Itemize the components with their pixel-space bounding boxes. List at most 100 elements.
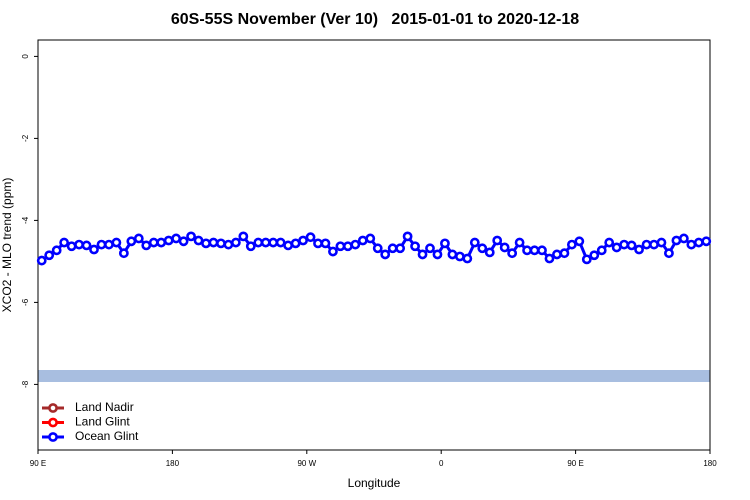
plot-frame bbox=[37, 39, 711, 451]
data-point bbox=[693, 237, 704, 248]
data-point bbox=[74, 239, 84, 250]
data-point bbox=[462, 253, 473, 264]
data-point bbox=[447, 249, 458, 260]
data-point bbox=[522, 245, 532, 256]
data-point bbox=[395, 243, 406, 254]
y-tick-label: -4 bbox=[21, 216, 30, 224]
data-point bbox=[238, 231, 249, 242]
x-axis-label: Longitude bbox=[348, 476, 401, 490]
data-point bbox=[66, 241, 77, 252]
data-point bbox=[440, 238, 450, 249]
data-point bbox=[387, 243, 398, 254]
data-point bbox=[619, 239, 630, 250]
data-point bbox=[96, 239, 107, 250]
x-tick-label: 90 E bbox=[567, 459, 583, 468]
data-point bbox=[342, 241, 353, 252]
legend-marker bbox=[48, 403, 58, 413]
data-point bbox=[671, 235, 682, 246]
data-point bbox=[365, 233, 376, 244]
data-point bbox=[469, 237, 480, 248]
chart-title: 60S-55S November (Ver 10) 2015-01-01 to … bbox=[171, 11, 579, 28]
data-point bbox=[507, 248, 518, 259]
data-point bbox=[350, 239, 361, 250]
data-point bbox=[537, 245, 547, 256]
data-point bbox=[611, 242, 622, 253]
x-tick-label: 90 E bbox=[30, 459, 46, 468]
data-point bbox=[484, 247, 495, 258]
data-point bbox=[559, 248, 570, 259]
data-point bbox=[417, 249, 428, 260]
data-point bbox=[245, 241, 256, 252]
data-point bbox=[626, 240, 637, 251]
data-point bbox=[268, 237, 279, 248]
legend-label: Land Glint bbox=[75, 415, 130, 429]
data-point bbox=[223, 239, 234, 250]
data-point bbox=[260, 237, 271, 248]
data-point bbox=[81, 240, 92, 251]
data-point bbox=[328, 246, 338, 257]
coverage-band bbox=[38, 370, 710, 382]
data-point bbox=[574, 236, 585, 247]
data-point bbox=[320, 238, 331, 249]
data-point bbox=[566, 239, 577, 250]
x-tick-label: 180 bbox=[166, 459, 180, 468]
y-tick-label: -2 bbox=[21, 134, 30, 142]
data-point bbox=[649, 239, 659, 250]
data-point bbox=[410, 241, 420, 252]
legend-label: Ocean Glint bbox=[75, 429, 139, 443]
data-point bbox=[283, 240, 294, 251]
data-point bbox=[529, 245, 540, 256]
data-point bbox=[641, 239, 652, 250]
legend-marker bbox=[48, 432, 58, 442]
data-point bbox=[313, 238, 323, 249]
data-point bbox=[499, 242, 510, 253]
data-point bbox=[544, 253, 555, 264]
data-point bbox=[230, 237, 241, 248]
y-axis-label: XCO2 - MLO trend (ppm) bbox=[0, 178, 14, 313]
data-point bbox=[51, 245, 62, 256]
data-point bbox=[664, 248, 674, 259]
data-point bbox=[186, 231, 196, 242]
data-point bbox=[357, 235, 368, 246]
data-point bbox=[372, 243, 383, 254]
legend-marker bbox=[48, 417, 58, 428]
data-point bbox=[305, 232, 316, 243]
data-point bbox=[44, 250, 55, 261]
data-point bbox=[701, 236, 712, 247]
y-tick-label: -8 bbox=[21, 380, 30, 388]
data-point bbox=[492, 235, 503, 246]
data-point bbox=[290, 238, 301, 249]
data-point bbox=[656, 237, 667, 248]
data-point bbox=[552, 249, 562, 260]
data-point bbox=[454, 251, 465, 262]
data-point bbox=[425, 243, 435, 254]
data-point bbox=[193, 235, 204, 246]
data-point bbox=[36, 255, 47, 266]
data-point bbox=[208, 237, 219, 248]
data-point bbox=[686, 239, 697, 250]
data-point bbox=[678, 233, 689, 244]
data-point bbox=[432, 249, 443, 260]
data-point bbox=[380, 249, 391, 260]
data-point bbox=[514, 237, 525, 248]
x-tick-label: 180 bbox=[703, 459, 717, 468]
legend-label: Land Nadir bbox=[75, 400, 134, 414]
data-point bbox=[133, 233, 144, 244]
data-point bbox=[335, 241, 346, 252]
x-tick-label: 0 bbox=[439, 459, 444, 468]
data-point bbox=[111, 237, 122, 248]
data-point bbox=[118, 248, 129, 259]
data-point bbox=[148, 237, 159, 248]
data-point bbox=[604, 237, 615, 248]
data-point bbox=[141, 240, 152, 251]
data-point bbox=[89, 244, 99, 255]
data-point bbox=[59, 237, 70, 248]
data-point bbox=[201, 238, 211, 249]
data-point bbox=[253, 237, 264, 248]
data-point bbox=[589, 250, 600, 261]
data-point bbox=[275, 237, 286, 248]
data-point bbox=[156, 237, 167, 248]
data-point bbox=[581, 254, 592, 265]
data-point bbox=[126, 236, 137, 247]
data-point bbox=[163, 235, 174, 246]
